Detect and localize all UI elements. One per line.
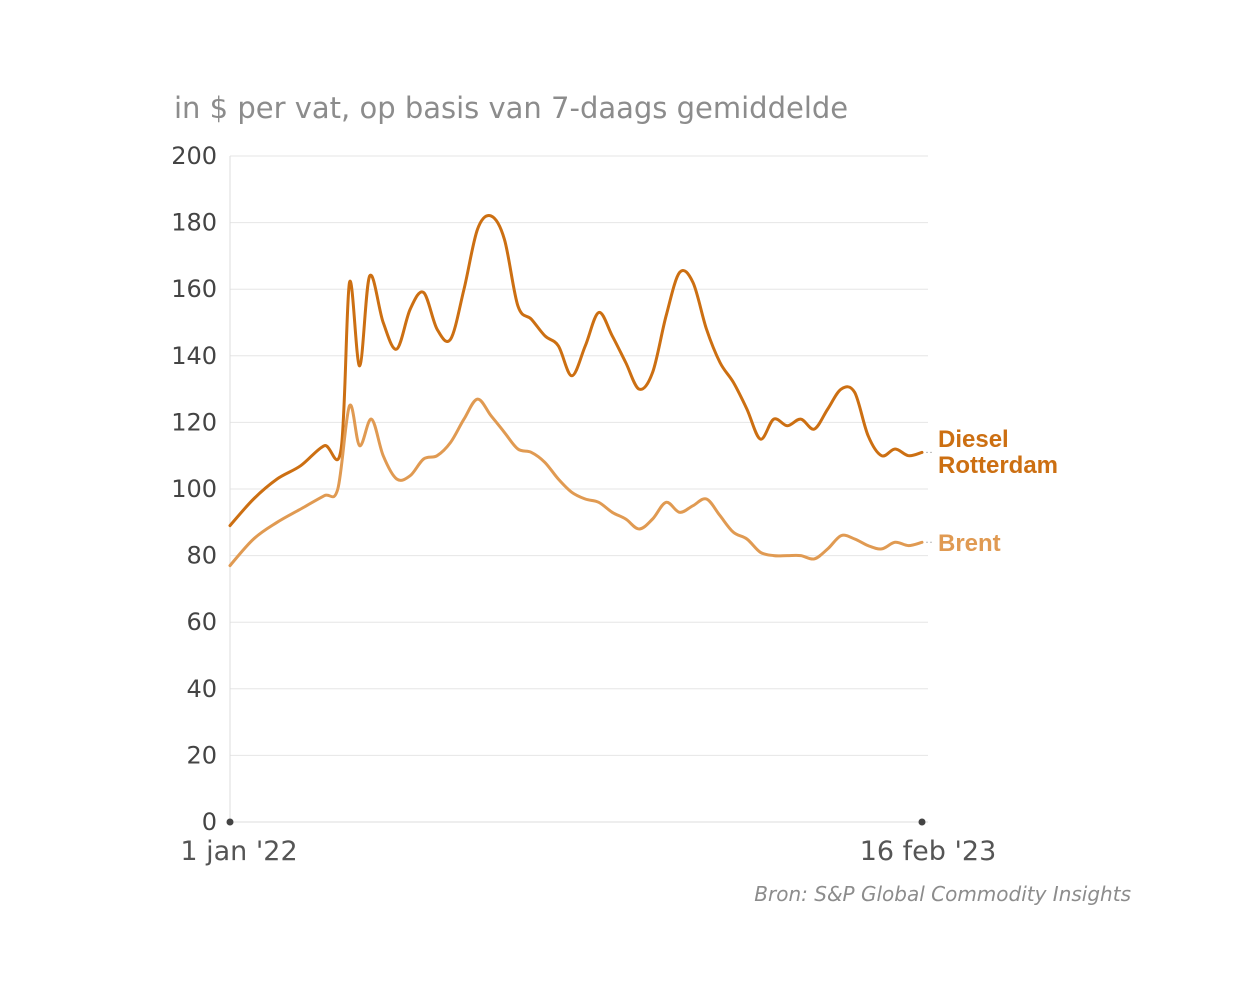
series-line-1 <box>228 397 924 568</box>
x-tick-marker <box>226 818 234 826</box>
y-tick-label: 20 <box>186 741 217 769</box>
y-tick-label: 200 <box>171 142 217 170</box>
y-tick-label: 120 <box>171 408 217 436</box>
y-axis: 0 20 40 60 80 100 120 140 160 180 200 <box>171 142 217 836</box>
y-tick-label: 0 <box>202 808 217 836</box>
x-tick-label: 1 jan '22 <box>180 836 297 867</box>
series-label: Rotterdam <box>938 452 1058 479</box>
y-tick-label: 100 <box>171 475 217 503</box>
y-tick-label: 80 <box>186 542 217 570</box>
chart-source: Bron: S&P Global Commodity Insights <box>754 882 1131 906</box>
y-tick-label: 160 <box>171 275 217 303</box>
x-tick-marker <box>918 818 926 826</box>
y-tick-label: 40 <box>186 675 217 703</box>
series-label: Brent <box>938 530 1001 557</box>
y-tick-label: 180 <box>171 209 217 237</box>
x-axis: 1 jan '22 16 feb '23 <box>180 156 996 867</box>
y-tick-label: 140 <box>171 342 217 370</box>
chart-subtitle: in $ per vat, op basis van 7-daags gemid… <box>174 91 848 125</box>
series-label: Diesel <box>938 426 1009 453</box>
x-tick-label: 16 feb '23 <box>860 836 997 867</box>
series-line-0 <box>228 214 924 528</box>
y-tick-label: 60 <box>186 608 217 636</box>
series-lines <box>228 214 924 568</box>
